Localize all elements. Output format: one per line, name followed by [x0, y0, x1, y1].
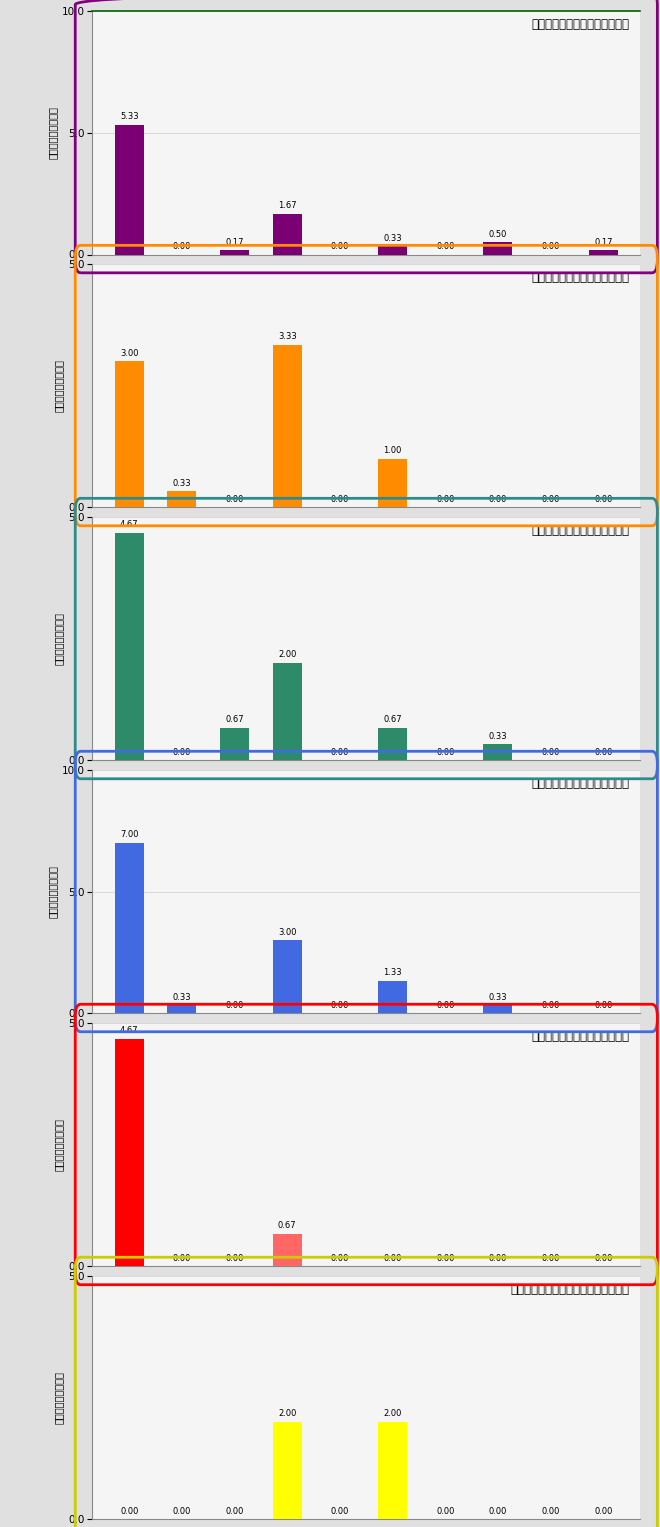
Text: 0.33: 0.33	[383, 234, 402, 243]
Bar	[115, 362, 144, 507]
Bar	[115, 1038, 144, 1266]
Text: 0.00: 0.00	[541, 241, 560, 250]
Bar	[168, 492, 197, 507]
Bar	[220, 728, 249, 760]
Text: 3.33: 3.33	[278, 333, 296, 342]
Text: 0.00: 0.00	[541, 1254, 560, 1263]
Text: 0.00: 0.00	[226, 1507, 244, 1516]
Bar	[168, 1005, 197, 1014]
Text: 5.33: 5.33	[120, 111, 139, 121]
Bar	[378, 1422, 407, 1519]
Bar	[273, 1234, 302, 1266]
Text: 0.00: 0.00	[331, 1254, 349, 1263]
Text: 4.67: 4.67	[120, 521, 139, 528]
Bar	[378, 728, 407, 760]
Text: 0.17: 0.17	[594, 238, 612, 247]
Text: 0.00: 0.00	[436, 1507, 455, 1516]
Text: 東・美原区の疾患別定点当たり報告数: 東・美原区の疾患別定点当たり報告数	[510, 1283, 629, 1296]
Text: 3.00: 3.00	[278, 927, 296, 936]
Text: 0.00: 0.00	[173, 241, 191, 250]
Text: 0.00: 0.00	[331, 1000, 349, 1009]
Text: 0.00: 0.00	[173, 1254, 191, 1263]
Y-axis label: 定点当たりの報告数: 定点当たりの報告数	[48, 866, 57, 918]
Text: 0.00: 0.00	[489, 495, 507, 504]
Bar	[115, 843, 144, 1014]
Y-axis label: 定点当たりの報告数: 定点当たりの報告数	[48, 107, 57, 159]
Bar	[273, 663, 302, 760]
Bar	[115, 533, 144, 760]
Text: 7.00: 7.00	[120, 831, 139, 840]
Text: 0.00: 0.00	[226, 1254, 244, 1263]
Text: 0.00: 0.00	[173, 1507, 191, 1516]
Text: 0.00: 0.00	[541, 495, 560, 504]
Bar	[484, 744, 512, 760]
Text: 0.00: 0.00	[541, 1000, 560, 1009]
Text: 0.00: 0.00	[594, 495, 612, 504]
Text: 堺区の疾患別定点当たり報告数: 堺区の疾患別定点当たり報告数	[531, 270, 629, 284]
Y-axis label: 定点当たりの報告数: 定点当たりの報告数	[54, 359, 64, 412]
Bar	[273, 941, 302, 1014]
Text: 0.00: 0.00	[436, 495, 455, 504]
Y-axis label: 定点当たりの報告数: 定点当たりの報告数	[54, 612, 64, 664]
Text: 南区の疾患別定点当たり報告数: 南区の疾患別定点当たり報告数	[531, 1029, 629, 1043]
Text: 1.00: 1.00	[383, 446, 402, 455]
Y-axis label: 定点当たりの報告数: 定点当たりの報告数	[54, 1118, 64, 1171]
Text: 0.00: 0.00	[436, 241, 455, 250]
Bar	[273, 345, 302, 507]
Text: 0.67: 0.67	[383, 715, 402, 724]
Bar	[378, 980, 407, 1014]
Text: 0.00: 0.00	[120, 1507, 139, 1516]
Text: 西区の疾患別定点当たり報告数: 西区の疾患別定点当たり報告数	[531, 524, 629, 538]
Text: 0.67: 0.67	[278, 1222, 296, 1231]
Bar	[115, 125, 144, 255]
Bar	[378, 458, 407, 507]
Text: 0.33: 0.33	[488, 993, 508, 1002]
Text: 0.00: 0.00	[226, 495, 244, 504]
Bar	[484, 243, 512, 255]
Text: 0.00: 0.00	[489, 1254, 507, 1263]
Text: 0.00: 0.00	[331, 495, 349, 504]
Text: 0.33: 0.33	[173, 479, 191, 487]
Bar	[220, 250, 249, 255]
Text: 0.00: 0.00	[594, 1000, 612, 1009]
Bar	[273, 214, 302, 255]
Text: 0.00: 0.00	[489, 1507, 507, 1516]
Text: 0.00: 0.00	[594, 1507, 612, 1516]
Text: 1.33: 1.33	[383, 968, 402, 977]
Text: 0.00: 0.00	[541, 748, 560, 757]
Text: 1.67: 1.67	[278, 202, 296, 211]
Text: 2.00: 2.00	[278, 651, 296, 660]
Text: 2.00: 2.00	[383, 1409, 402, 1419]
Text: 3.00: 3.00	[120, 348, 139, 357]
Text: 0.00: 0.00	[436, 1000, 455, 1009]
Text: 0.00: 0.00	[331, 241, 349, 250]
Text: 北区の疾患別定点当たり報告数: 北区の疾患別定点当たり報告数	[531, 18, 629, 31]
Text: 0.00: 0.00	[331, 748, 349, 757]
Text: 2.00: 2.00	[278, 1409, 296, 1419]
Y-axis label: 定点当たりの報告数: 定点当たりの報告数	[54, 1371, 64, 1423]
Text: 0.50: 0.50	[489, 229, 507, 238]
Text: 0.33: 0.33	[173, 993, 191, 1002]
Text: 0.17: 0.17	[225, 238, 244, 247]
Text: 0.67: 0.67	[225, 715, 244, 724]
Bar	[589, 250, 618, 255]
Text: 0.00: 0.00	[331, 1507, 349, 1516]
Text: 0.00: 0.00	[173, 748, 191, 757]
Text: 0.00: 0.00	[436, 1254, 455, 1263]
Bar	[378, 246, 407, 255]
Bar	[273, 1422, 302, 1519]
Text: 0.00: 0.00	[594, 1254, 612, 1263]
Bar	[484, 1005, 512, 1014]
Text: 4.67: 4.67	[120, 1026, 139, 1035]
Text: 0.00: 0.00	[436, 748, 455, 757]
Text: 0.00: 0.00	[383, 1254, 402, 1263]
Text: 中区の疾患別定点当たり報告数: 中区の疾患別定点当たり報告数	[531, 777, 629, 789]
Text: 0.33: 0.33	[488, 731, 508, 741]
Text: 0.00: 0.00	[541, 1507, 560, 1516]
Text: 0.00: 0.00	[594, 748, 612, 757]
Text: 0.00: 0.00	[226, 1000, 244, 1009]
